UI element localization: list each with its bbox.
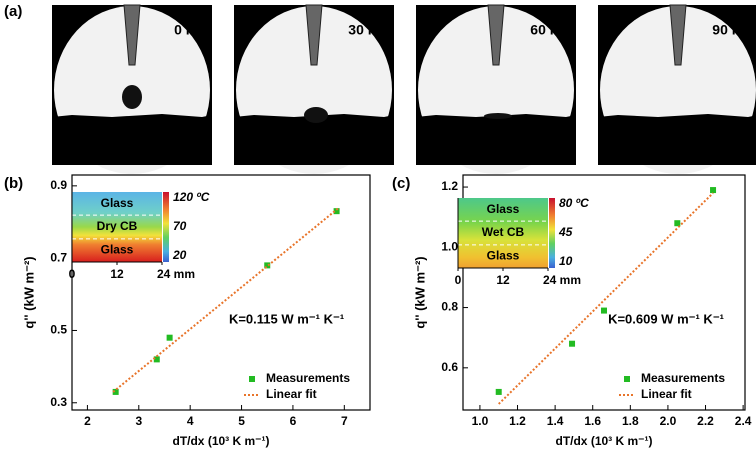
inset-label: Glass — [487, 202, 520, 216]
x-tick-label: 1.2 — [509, 414, 526, 428]
x-tick-label: 6 — [290, 414, 297, 428]
needle — [669, 4, 687, 66]
frame-label: 30 ms — [348, 22, 388, 38]
colorbar-label: 70 — [173, 219, 187, 233]
photo-ground — [598, 114, 756, 165]
x-tick-label: 4 — [187, 414, 194, 428]
data-point — [495, 388, 502, 395]
y-tick-label: 0.7 — [50, 250, 67, 264]
frame-label: 0 ms — [174, 22, 206, 38]
frame-label: 90 ms — [712, 22, 752, 38]
y-tick-label: 0.9 — [50, 178, 67, 192]
data-point — [674, 220, 681, 227]
inset-label: Glass — [487, 249, 520, 263]
plot-frame — [71, 174, 371, 411]
colorbar-label: 80 ºC — [559, 196, 589, 210]
x-tick-label: 2.0 — [660, 414, 677, 428]
photo-ground — [234, 114, 394, 165]
x-tick-label: 2.4 — [735, 414, 752, 428]
y-tick-label: 0.5 — [50, 323, 67, 337]
legend-label: Linear fit — [641, 387, 692, 401]
legend-label: Linear fit — [266, 387, 317, 401]
legend-label: Measurements — [641, 371, 725, 385]
y-tick-label: 0.8 — [441, 300, 458, 314]
photo-ground — [416, 114, 576, 165]
x-tick-label: 1.4 — [547, 414, 564, 428]
droplet — [122, 85, 142, 109]
colorbar — [163, 192, 169, 262]
colorbar — [549, 198, 555, 268]
x-tick-label: 3 — [135, 414, 142, 428]
y-axis-title: q'' (kW m⁻²) — [412, 256, 427, 328]
fit-line — [112, 206, 340, 393]
frame-label: 60 ms — [530, 22, 570, 38]
data-point — [264, 262, 271, 269]
droplet — [484, 113, 512, 119]
inset-label: Glass — [101, 196, 134, 210]
x-tick-label: 5 — [238, 414, 245, 428]
panel-label: (c) — [392, 175, 410, 192]
colorbar-label: 10 — [559, 254, 573, 268]
needle — [305, 4, 323, 66]
panel-label: (b) — [4, 175, 23, 192]
data-point — [333, 208, 340, 215]
plot-frame — [462, 174, 746, 411]
x-tick-label: 2.2 — [697, 414, 714, 428]
y-tick-label: 1.0 — [441, 239, 458, 253]
legend-swatch — [249, 376, 255, 382]
y-tick-label: 0.6 — [441, 360, 458, 374]
inset-axis-label: 24 mm — [157, 267, 195, 281]
colorbar-label: 20 — [172, 248, 187, 262]
legend-swatch — [624, 376, 630, 382]
needle — [123, 4, 141, 66]
data-point — [166, 334, 173, 341]
y-tick-label: 1.2 — [441, 179, 458, 193]
inset-heatmap — [72, 192, 162, 262]
data-point — [569, 340, 576, 347]
data-point — [601, 307, 607, 314]
x-tick-label: 7 — [341, 414, 348, 428]
inset-heatmap — [458, 198, 548, 268]
inset-axis-label: 0 — [69, 267, 76, 281]
x-tick-label: 2 — [84, 414, 91, 428]
inset-axis-label: 24 mm — [543, 273, 581, 287]
annotation: K=0.609 W m⁻¹ K⁻¹ — [608, 311, 724, 326]
colorbar-label: 45 — [558, 225, 573, 239]
inset-axis-label: 0 — [455, 273, 462, 287]
colorbar-label: 120 ºC — [173, 190, 210, 204]
data-point — [153, 356, 160, 363]
annotation: K=0.115 W m⁻¹ K⁻¹ — [229, 311, 344, 326]
inset-label: Glass — [101, 243, 134, 257]
panel-label: (a) — [4, 3, 22, 20]
y-tick-label: 0.3 — [50, 395, 67, 409]
inset-label: Wet CB — [482, 225, 525, 239]
photo-ground — [52, 114, 212, 165]
x-axis-title: dT/dx (10³ K m⁻¹) — [172, 434, 269, 448]
needle — [487, 4, 505, 66]
x-tick-label: 1.0 — [472, 414, 489, 428]
x-tick-label: 1.6 — [584, 414, 601, 428]
data-point — [112, 388, 119, 395]
data-point — [710, 187, 717, 194]
y-axis-title: q'' (kW m⁻²) — [21, 256, 36, 328]
inset-axis-label: 12 — [110, 267, 124, 281]
inset-axis-label: 12 — [496, 273, 510, 287]
inset-label: Dry CB — [97, 219, 138, 233]
droplet — [304, 107, 328, 123]
x-tick-label: 1.8 — [622, 414, 639, 428]
legend-label: Measurements — [266, 371, 350, 385]
x-axis-title: dT/dx (10³ K m⁻¹) — [555, 434, 652, 448]
